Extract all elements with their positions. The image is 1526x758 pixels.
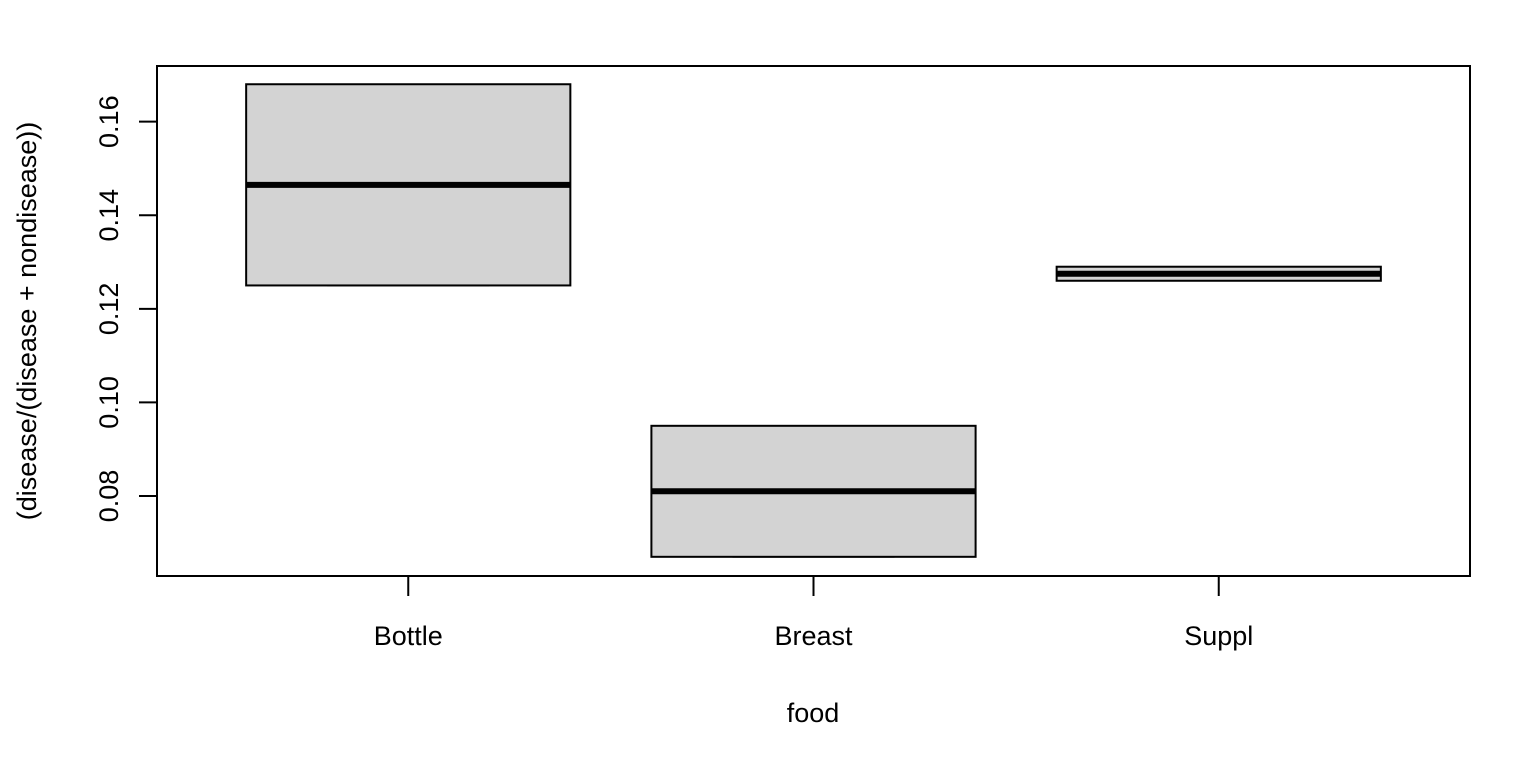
y-tick-label: 0.12 bbox=[94, 283, 124, 336]
box-suppl bbox=[1055, 265, 1382, 282]
y-tick-label: 0.08 bbox=[94, 470, 124, 523]
x-category-label: Suppl bbox=[1184, 621, 1253, 651]
box-bottle bbox=[245, 83, 572, 287]
x-axis: Bottle Breast Suppl bbox=[374, 576, 1253, 651]
y-tick-label: 0.10 bbox=[94, 376, 124, 429]
y-axis: 0.08 0.10 0.12 0.14 0.16 bbox=[94, 95, 158, 523]
y-tick-label: 0.16 bbox=[94, 95, 124, 148]
x-axis-title: food bbox=[787, 698, 840, 728]
box-breast bbox=[650, 424, 977, 558]
boxes-layer bbox=[245, 83, 1382, 558]
x-category-label: Bottle bbox=[374, 621, 443, 651]
y-axis-title: (disease/(disease + nondisease)) bbox=[12, 122, 42, 520]
y-tick-label: 0.14 bbox=[94, 189, 124, 242]
x-category-label: Breast bbox=[774, 621, 853, 651]
